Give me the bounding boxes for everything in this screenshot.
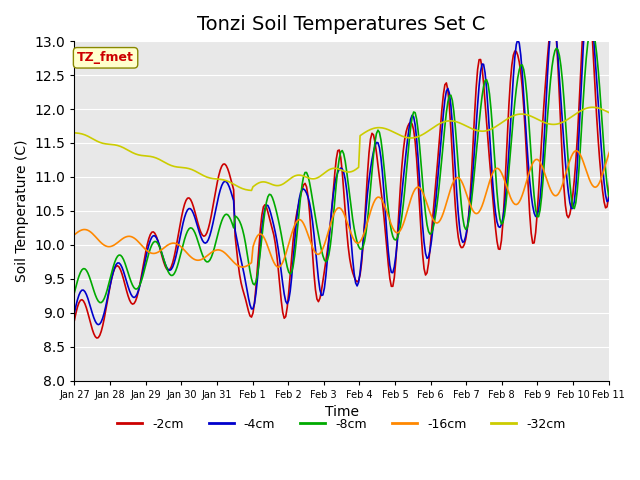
Text: TZ_fmet: TZ_fmet: [77, 51, 134, 64]
Legend: -2cm, -4cm, -8cm, -16cm, -32cm: -2cm, -4cm, -8cm, -16cm, -32cm: [113, 413, 571, 436]
X-axis label: Time: Time: [324, 405, 358, 420]
Y-axis label: Soil Temperature (C): Soil Temperature (C): [15, 140, 29, 282]
Title: Tonzi Soil Temperatures Set C: Tonzi Soil Temperatures Set C: [197, 15, 486, 34]
